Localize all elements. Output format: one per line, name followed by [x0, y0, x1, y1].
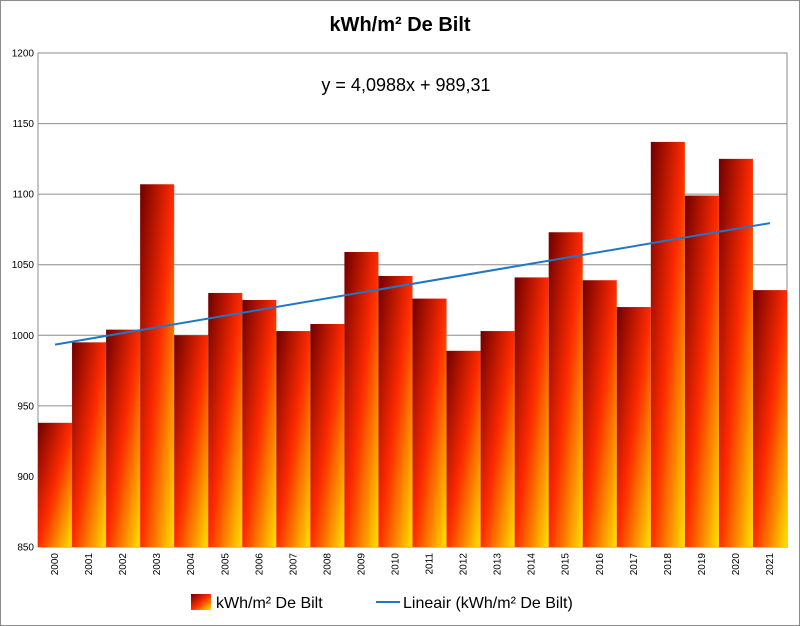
- bars: [38, 141, 787, 548]
- bar: [106, 329, 141, 547]
- bar: [446, 350, 481, 547]
- x-tick-label: 2008: [322, 553, 333, 576]
- bar: [650, 141, 685, 548]
- trendline-equation: y = 4,0988x + 989,31: [321, 75, 490, 95]
- x-tick-label: 2001: [84, 553, 95, 576]
- x-tick-label: 2018: [663, 553, 674, 576]
- x-tick-label: 2014: [527, 553, 538, 576]
- bar: [344, 252, 379, 548]
- x-tick-label: 2009: [356, 553, 367, 576]
- x-tick-label: 2011: [425, 553, 436, 575]
- x-tick-label: 2015: [561, 553, 572, 576]
- legend-swatch-bars: [191, 594, 211, 610]
- x-tick-label: 2019: [697, 553, 708, 576]
- x-tick-label: 2013: [493, 553, 504, 576]
- y-tick-label: 900: [17, 472, 34, 483]
- y-tick-label: 1150: [12, 119, 34, 130]
- y-tick-label: 1100: [12, 190, 34, 201]
- x-tick-label: 2000: [50, 553, 61, 576]
- bar: [480, 331, 515, 547]
- y-tick-label: 1050: [12, 260, 35, 271]
- x-tick-label: 2007: [288, 553, 299, 576]
- bar: [582, 280, 617, 547]
- x-tick-label: 2004: [186, 553, 197, 576]
- bar: [276, 331, 311, 547]
- bar: [616, 307, 651, 547]
- bar: [548, 232, 583, 547]
- chart-title: kWh/m² De Bilt: [329, 14, 470, 36]
- bar: [378, 276, 413, 547]
- x-tick-label: 2020: [731, 553, 742, 576]
- bar: [242, 300, 277, 547]
- bar: [514, 277, 549, 547]
- y-axis-ticks: 850 900 950 1000 1050 1100 1150 1200: [12, 49, 35, 554]
- bar: [174, 335, 209, 547]
- x-axis-ticks: 2000 2001 2002 2003 2004 2005 2006 2007 2008 2009…: [50, 553, 776, 576]
- bar: [412, 298, 447, 547]
- x-tick-label: 2003: [152, 553, 163, 576]
- x-tick-label: 2010: [390, 553, 401, 576]
- x-tick-label: 2021: [765, 553, 776, 576]
- legend-label-bars: kWh/m² De Bilt: [216, 595, 323, 612]
- y-tick-label: 950: [17, 401, 34, 412]
- bar: [310, 323, 345, 547]
- bar: [752, 290, 787, 547]
- x-tick-label: 2017: [629, 553, 640, 576]
- legend-label-trendline: Lineair (kWh/m² De Bilt): [403, 595, 573, 612]
- trendline-group: [54, 222, 771, 346]
- y-tick-label: 1000: [12, 331, 35, 342]
- y-tick-label: 850: [17, 543, 34, 554]
- x-tick-label: 2012: [459, 553, 470, 576]
- x-tick-label: 2006: [254, 553, 265, 576]
- bar: [684, 195, 719, 547]
- bar: [718, 158, 753, 547]
- x-tick-label: 2005: [220, 553, 231, 576]
- bar: [72, 342, 107, 547]
- bar: [38, 422, 73, 547]
- y-tick-label: 1200: [12, 49, 35, 60]
- x-tick-label: 2002: [118, 553, 129, 576]
- trendline: [54, 222, 771, 346]
- bar: [140, 184, 175, 547]
- x-tick-label: 2016: [595, 553, 606, 576]
- bar: [208, 292, 243, 547]
- legend: kWh/m² De Bilt Lineair (kWh/m² De Bilt): [191, 594, 573, 612]
